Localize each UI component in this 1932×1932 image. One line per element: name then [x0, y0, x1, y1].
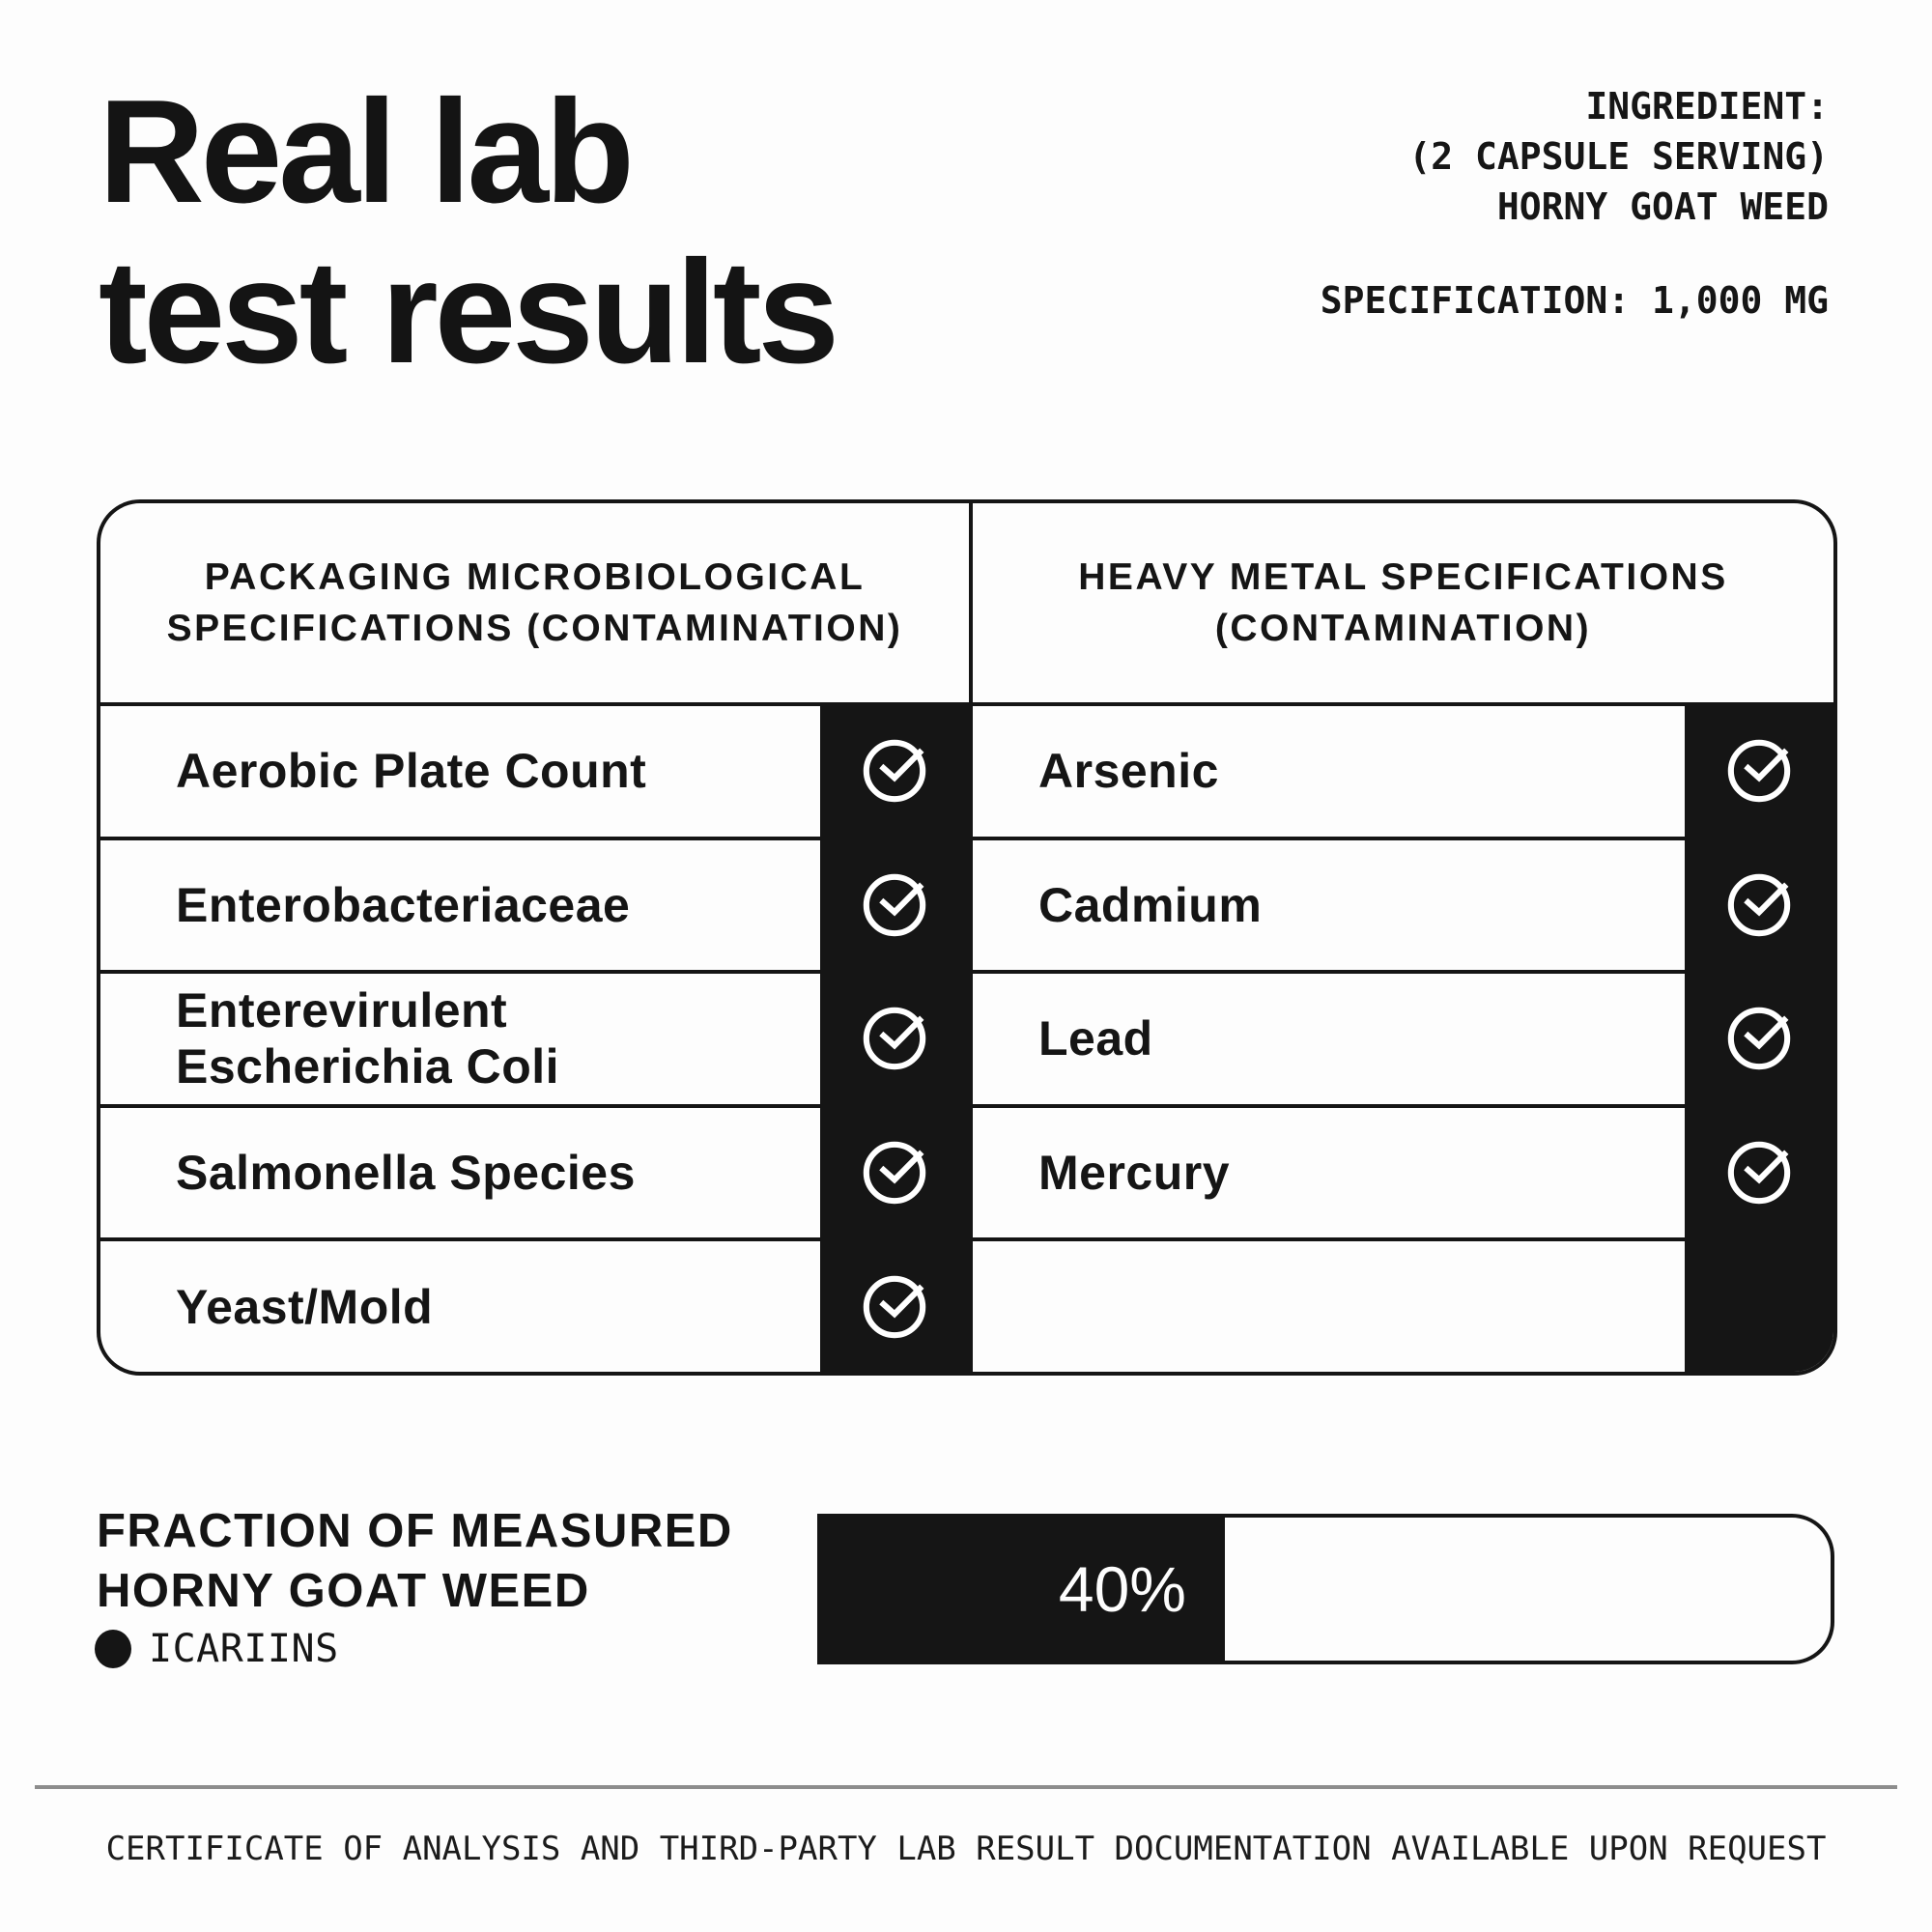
table-row: Lead [973, 970, 1833, 1104]
row-label: Mercury [1038, 1146, 1231, 1201]
empty-check-cell [1685, 1241, 1833, 1372]
check-circle-icon [1685, 840, 1833, 971]
ingredient-name: HORNY GOAT WEED [1496, 185, 1829, 228]
row-label: Yeast/Mold [176, 1279, 434, 1334]
icariins-progress-bar: 40% [817, 1514, 1834, 1664]
row-label: Aerobic Plate Count [176, 744, 647, 799]
row-label: Salmonella Species [176, 1146, 636, 1201]
heavy-metal-rows: Arsenic Cadmium Lead [973, 706, 1833, 1372]
footer-note: CERTIFICATE OF ANALYSIS AND THIRD-PARTY … [105, 1830, 1827, 1868]
microbiological-header: PACKAGING MICROBIOLOGICAL SPECIFICATIONS… [100, 503, 969, 706]
page-title: Real lab test results [99, 70, 839, 394]
table-row: Arsenic [973, 706, 1833, 837]
results-table: PACKAGING MICROBIOLOGICAL SPECIFICATIONS… [97, 499, 1837, 1376]
bullet-dot-icon [95, 1630, 131, 1668]
bar-fill: 40% [821, 1518, 1225, 1661]
row-label [973, 1241, 1685, 1372]
check-column-background [1685, 706, 1833, 1372]
table-row-empty [973, 1237, 1833, 1372]
heavy-metal-header: HEAVY METAL SPECIFICATIONS (CONTAMINATIO… [973, 503, 1833, 706]
specification-line: SPECIFICATION: 1,000 MG [1320, 279, 1829, 322]
icariins-legend: ICARIINS [95, 1627, 339, 1671]
table-row: Enterevirulent Escherichia Coli [100, 970, 969, 1104]
progress-value: 40% [1058, 1553, 1186, 1625]
table-row: Aerobic Plate Count [100, 706, 969, 837]
table-row: Salmonella Species [100, 1103, 969, 1238]
footer-divider-line [35, 1785, 1897, 1789]
check-circle-icon [820, 706, 969, 837]
row-label: Cadmium [1038, 877, 1263, 932]
row-label: Enterevirulent Escherichia Coli [176, 983, 560, 1094]
row-label: Enterobacteriaceae [176, 877, 631, 932]
table-row: Yeast/Mold [100, 1237, 969, 1372]
check-circle-icon [1685, 1108, 1833, 1238]
ingredient-label: INGREDIENT: [1585, 85, 1829, 128]
check-column-background [820, 706, 969, 1372]
check-circle-icon [820, 1241, 969, 1372]
ingredient-block: INGREDIENT: (2 CAPSULE SERVING) HORNY GO… [1321, 81, 1829, 326]
check-circle-icon [820, 1108, 969, 1238]
row-label: Arsenic [1038, 744, 1219, 799]
ingredient-serving: (2 CAPSULE SERVING) [1408, 135, 1829, 178]
check-circle-icon [820, 840, 969, 971]
legend-text: ICARIINS [149, 1627, 339, 1671]
table-row: Cadmium [973, 836, 1833, 971]
heavy-metal-panel: HEAVY METAL SPECIFICATIONS (CONTAMINATIO… [973, 503, 1833, 1372]
fraction-label: FRACTION OF MEASURED HORNY GOAT WEED [97, 1505, 733, 1617]
check-circle-icon [1685, 974, 1833, 1104]
check-circle-icon [820, 974, 969, 1104]
table-row: Enterobacteriaceae [100, 836, 969, 971]
check-circle-icon [1685, 706, 1833, 837]
microbiological-panel: PACKAGING MICROBIOLOGICAL SPECIFICATIONS… [100, 503, 973, 1372]
row-label: Lead [1038, 1011, 1153, 1066]
microbiological-rows: Aerobic Plate Count Enterobacteriaceae E… [100, 706, 969, 1372]
table-row: Mercury [973, 1103, 1833, 1238]
